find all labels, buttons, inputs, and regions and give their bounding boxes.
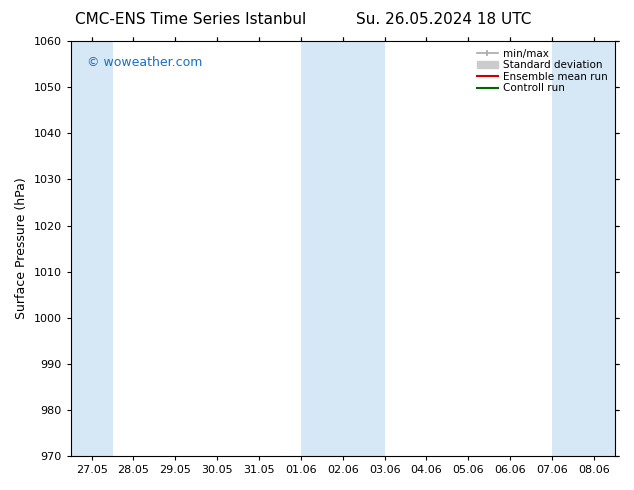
Legend: min/max, Standard deviation, Ensemble mean run, Controll run: min/max, Standard deviation, Ensemble me…	[475, 47, 610, 95]
Text: CMC-ENS Time Series Istanbul: CMC-ENS Time Series Istanbul	[75, 12, 306, 27]
Text: © woweather.com: © woweather.com	[87, 56, 202, 69]
Bar	[301, 41, 385, 456]
Y-axis label: Surface Pressure (hPa): Surface Pressure (hPa)	[15, 178, 28, 319]
Text: Su. 26.05.2024 18 UTC: Su. 26.05.2024 18 UTC	[356, 12, 531, 27]
Bar	[552, 41, 615, 456]
Bar	[71, 41, 113, 456]
